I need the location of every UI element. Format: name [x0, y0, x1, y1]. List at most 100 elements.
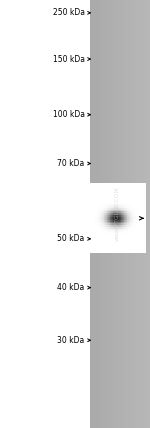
Bar — [111, 208, 112, 210]
Bar — [100, 234, 101, 236]
Bar — [125, 247, 126, 250]
Bar — [95, 199, 96, 201]
Bar — [98, 223, 99, 225]
Bar — [120, 230, 121, 232]
Bar — [121, 183, 122, 185]
Bar — [131, 200, 132, 202]
Bar — [124, 200, 125, 202]
Bar — [133, 235, 134, 238]
Bar — [92, 242, 93, 244]
Bar — [140, 213, 141, 215]
Bar — [92, 221, 93, 223]
Bar — [111, 187, 112, 189]
Bar — [90, 0, 92, 428]
Bar — [127, 249, 128, 251]
Bar — [95, 193, 96, 196]
Bar — [136, 214, 137, 217]
Bar — [112, 200, 113, 202]
Bar — [132, 246, 133, 248]
Bar — [125, 242, 126, 244]
Bar — [129, 241, 130, 243]
Bar — [118, 225, 119, 227]
Bar — [112, 195, 113, 197]
Bar — [128, 204, 129, 206]
Bar — [94, 209, 95, 211]
Bar — [118, 204, 119, 206]
Bar — [145, 193, 146, 196]
Bar — [139, 193, 140, 196]
Bar — [137, 220, 138, 222]
Bar — [94, 208, 95, 210]
Bar — [138, 187, 139, 189]
Bar — [145, 237, 146, 239]
Bar — [94, 216, 95, 218]
Bar — [138, 192, 139, 194]
Bar — [141, 195, 142, 197]
Bar — [123, 244, 124, 246]
Bar — [115, 246, 116, 248]
Bar — [89, 230, 90, 232]
Bar — [95, 195, 96, 197]
Bar — [138, 211, 139, 213]
Bar — [114, 246, 115, 248]
Bar — [142, 239, 143, 241]
Bar — [110, 251, 111, 253]
Bar — [126, 183, 127, 185]
Bar — [88, 199, 89, 201]
Bar — [111, 225, 112, 227]
Bar — [139, 204, 140, 206]
Bar — [120, 199, 121, 201]
Bar — [95, 211, 96, 213]
Bar — [118, 213, 119, 215]
Bar — [114, 199, 115, 201]
Bar — [89, 228, 90, 230]
Bar — [139, 200, 140, 202]
Bar — [111, 199, 112, 201]
Bar — [88, 223, 89, 225]
Bar — [103, 228, 104, 230]
Bar — [128, 206, 129, 208]
Bar — [118, 183, 119, 185]
Bar — [116, 232, 117, 234]
Bar — [101, 225, 102, 227]
Bar — [139, 209, 140, 211]
Bar — [101, 195, 102, 197]
Bar — [99, 185, 100, 187]
Bar — [99, 251, 100, 253]
Bar — [137, 232, 138, 234]
Bar — [127, 211, 128, 213]
Bar — [140, 234, 141, 236]
Bar — [134, 237, 135, 239]
Bar — [108, 232, 109, 234]
Bar — [137, 195, 138, 197]
Bar — [92, 237, 93, 239]
Bar — [98, 230, 99, 232]
Bar — [113, 206, 114, 208]
Bar — [113, 230, 114, 232]
Bar — [104, 241, 105, 243]
Bar — [91, 230, 92, 232]
Bar — [104, 216, 105, 218]
Bar — [131, 232, 132, 234]
Bar — [92, 249, 93, 251]
Bar — [101, 197, 102, 199]
Bar — [112, 246, 113, 248]
Bar — [118, 221, 119, 223]
Bar — [139, 187, 140, 189]
Bar — [104, 221, 105, 223]
Bar — [145, 187, 146, 189]
Bar — [135, 235, 136, 238]
Bar — [100, 199, 101, 201]
Bar — [118, 247, 119, 250]
Bar — [121, 239, 122, 241]
Bar — [87, 241, 88, 243]
Bar — [116, 211, 117, 213]
Bar — [103, 225, 104, 227]
Bar — [95, 221, 96, 223]
Bar — [128, 216, 129, 218]
Bar — [139, 192, 140, 194]
Bar — [104, 244, 105, 246]
Bar — [141, 225, 142, 227]
Bar — [92, 235, 93, 238]
Bar — [133, 206, 134, 208]
